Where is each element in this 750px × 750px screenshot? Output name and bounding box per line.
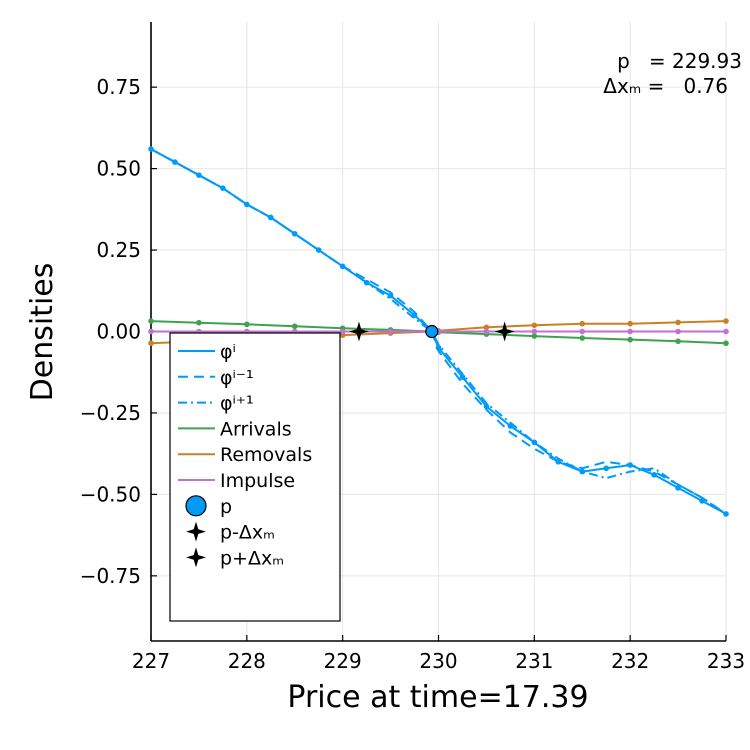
series-point (675, 319, 681, 326)
y-tick-label: −0.75 (80, 564, 141, 588)
annotation-line-1: p = 229.93 (617, 49, 742, 73)
legend-label: φⁱ (220, 341, 236, 363)
x-tick-label: 228 (228, 649, 266, 673)
legend-label: Removals (220, 444, 312, 466)
legend-label: p (220, 496, 232, 518)
series-point (387, 328, 394, 335)
series-point (148, 340, 154, 347)
series-point (675, 328, 681, 335)
y-tick-label: 0.25 (96, 238, 141, 262)
point-marker (494, 321, 515, 342)
points-layer (349, 321, 515, 342)
series-point (531, 322, 538, 329)
x-tick-label: 230 (419, 649, 457, 673)
y-tick-label: −0.50 (80, 482, 141, 506)
legend-swatch (186, 521, 206, 542)
series-point (531, 439, 538, 446)
series-point (603, 465, 610, 472)
legend-label: p+Δxₘ (220, 547, 284, 569)
point-marker (425, 324, 439, 339)
x-tick-label: 227 (132, 649, 170, 673)
legend-swatch (185, 495, 207, 517)
series-point (723, 328, 729, 335)
series-point (627, 328, 633, 335)
series-point (483, 328, 490, 335)
series-point (531, 333, 538, 339)
y-tick-label: 0.50 (96, 157, 141, 181)
series-point (148, 318, 154, 324)
series-point (723, 318, 729, 324)
x-axis-label: Price at time=17.39 (287, 680, 588, 715)
y-tick-label: −0.25 (80, 401, 141, 425)
y-axis-label: Densities (25, 263, 60, 402)
x-tick-label: 233 (707, 649, 745, 673)
legend: φⁱ φⁱ⁻¹ φⁱ⁺¹ Arrivals Removals Impulse p p-Δxₘ p… (169, 332, 341, 622)
legend-label: φⁱ⁻¹ (220, 367, 254, 389)
y-tick-label: 0.75 (96, 75, 141, 99)
series-point (483, 403, 490, 410)
series-point (627, 320, 633, 327)
series-point (723, 340, 729, 347)
x-tick-label: 229 (324, 649, 362, 673)
legend-label: Impulse (220, 470, 295, 492)
legend-label: p-Δxₘ (220, 522, 275, 544)
legend-label: φⁱ⁺¹ (220, 393, 254, 415)
series-point (651, 472, 657, 478)
series-point (723, 511, 729, 517)
series-point (579, 335, 586, 341)
series-point (196, 319, 202, 326)
series-line (150, 148, 727, 515)
tick-labels: 227 228 229 230 231 232 233 0.75 0.50 0.25 0.00 −0.… (80, 75, 745, 673)
series-point (148, 328, 154, 335)
series-point (291, 323, 298, 330)
annotation: p = 229.93 Δxₘ = 0.76 (603, 49, 742, 98)
series-point (675, 338, 681, 345)
series-point (627, 336, 633, 343)
x-tick-label: 232 (611, 649, 649, 673)
point-marker (349, 321, 369, 342)
legend-swatch (186, 547, 206, 568)
series-point (579, 320, 586, 327)
series-point (339, 328, 346, 335)
legend-label: Arrivals (220, 418, 292, 440)
series-point (579, 328, 586, 335)
y-tick-label: 0.00 (96, 320, 141, 344)
series-point (459, 374, 466, 380)
x-tick-label: 231 (515, 649, 553, 673)
annotation-line-2: Δxₘ = 0.76 (603, 74, 728, 98)
legend-box (169, 332, 341, 622)
series-point (244, 321, 250, 328)
series-point (483, 324, 490, 331)
series-point (531, 328, 538, 335)
